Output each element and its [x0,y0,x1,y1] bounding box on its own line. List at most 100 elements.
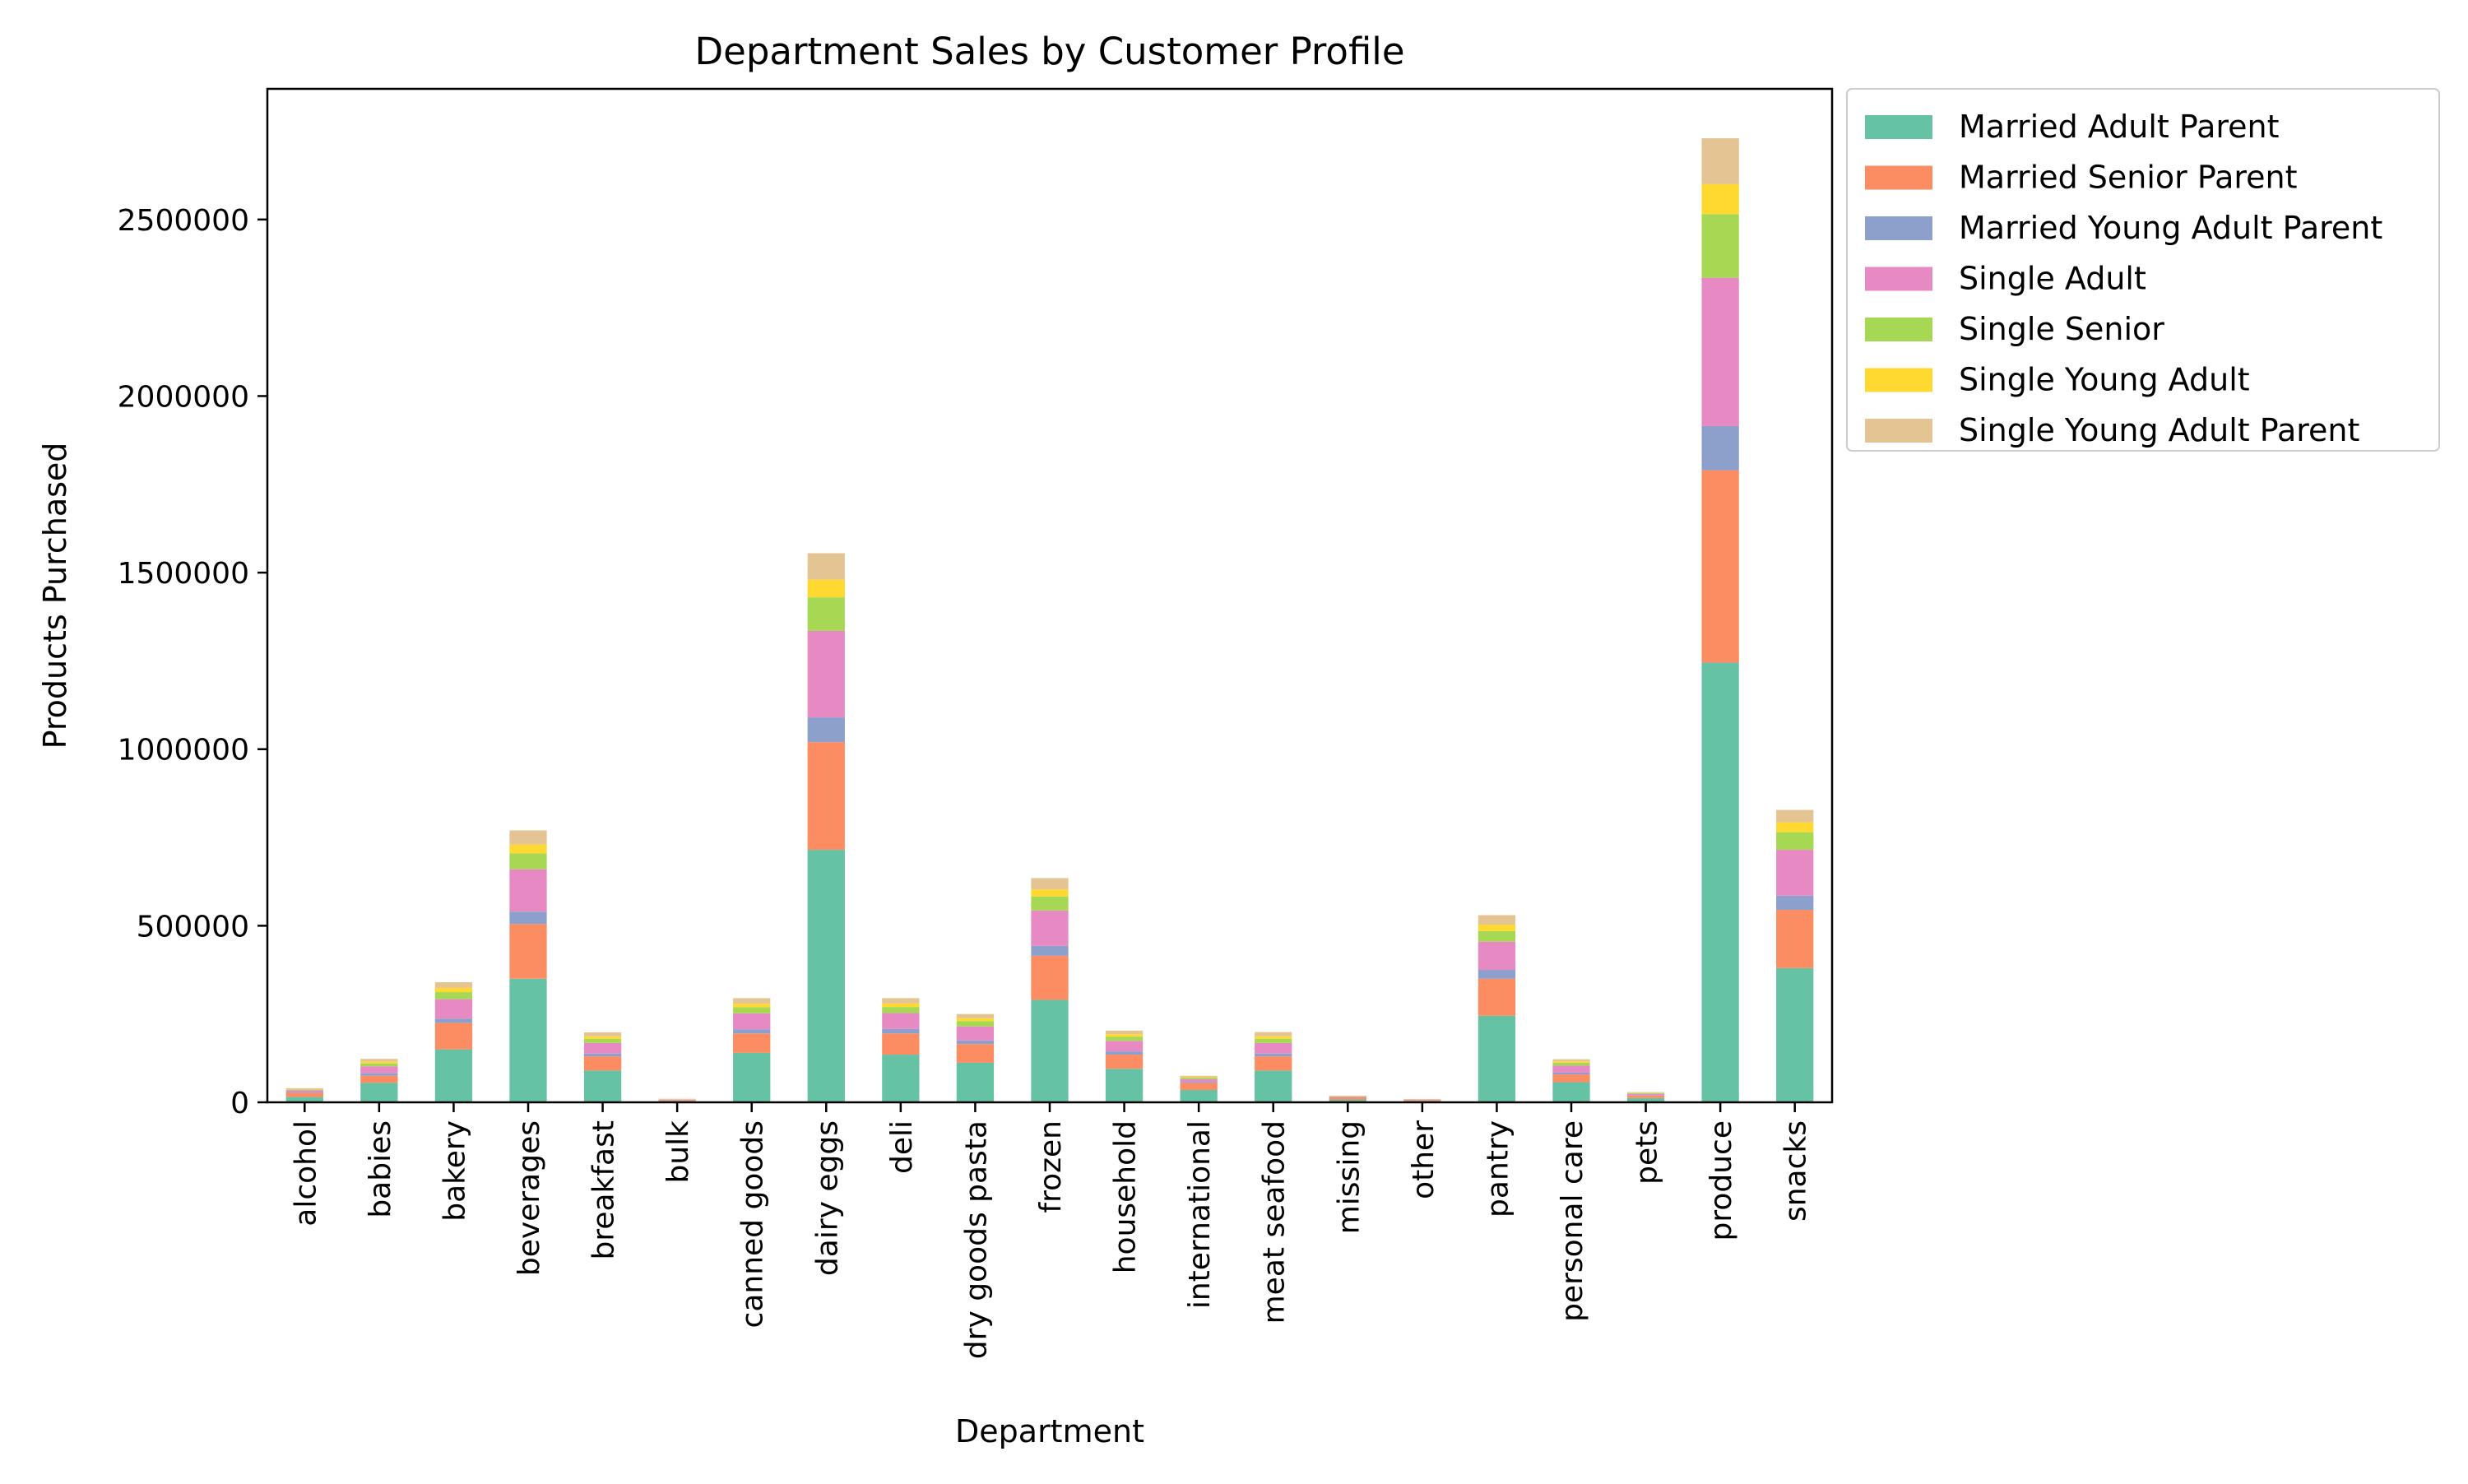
bar-segment-babies-single-young-adult [360,1062,397,1064]
bar-segment-snacks-single-young-adult-parent [1776,810,1813,823]
bar-segment-breakfast-single-adult [584,1043,621,1054]
bar-segment-meat-seafood-married-young-adult-parent [1255,1054,1292,1056]
bar-segment-dairy-eggs-married-senior-parent [808,742,845,850]
bar-segment-pantry-married-adult-parent [1478,1016,1515,1102]
bar-segment-dairy-eggs-single-senior [808,597,845,631]
bar-segment-pantry-married-senior-parent [1478,979,1515,1016]
bar-segment-produce-married-adult-parent [1702,663,1739,1102]
x-tick-label: personal care [1556,1120,1589,1322]
bar-segment-deli-married-adult-parent [882,1055,919,1102]
bar-segment-pantry-single-young-adult [1478,925,1515,931]
bar-segment-international-married-young-adult-parent [1181,1082,1218,1083]
bars-layer [286,138,1814,1102]
bar-segment-produce-single-young-adult-parent [1702,138,1739,184]
bar-segment-frozen-single-young-adult [1031,889,1068,897]
legend-label: Single Young Adult Parent [1959,412,2359,448]
bar-segment-breakfast-married-adult-parent [584,1070,621,1102]
x-tick-label: bakery [438,1120,471,1222]
bar-segment-babies-married-young-adult-parent [360,1074,397,1076]
bar-segment-international-single-adult [1181,1079,1218,1082]
bar-segment-household-married-adult-parent [1106,1069,1143,1102]
bar-segment-beverages-married-adult-parent [509,979,546,1102]
bar-segment-bakery-single-young-adult-parent [435,982,472,988]
bar-segment-personal-care-single-senior [1552,1063,1589,1065]
bar-segment-meat-seafood-married-senior-parent [1255,1056,1292,1070]
x-tick-label: missing [1332,1120,1366,1234]
bar-segment-personal-care-married-senior-parent [1552,1074,1589,1082]
bar-segment-frozen-single-young-adult-parent [1031,878,1068,889]
bar-segment-babies-single-adult [360,1066,397,1074]
x-tick-label: international [1183,1120,1217,1309]
bar-segment-breakfast-married-young-adult-parent [584,1054,621,1056]
bar-segment-babies-single-senior [360,1064,397,1066]
bar-segment-deli-single-senior [882,1007,919,1013]
x-tick-label: canned goods [736,1120,770,1328]
bar-segment-pantry-married-young-adult-parent [1478,970,1515,979]
bar-segment-dry-goods-pasta-single-senior [957,1021,994,1026]
bar-segment-other-single-adult [1403,1100,1440,1101]
bar-segment-beverages-single-young-adult [509,845,546,854]
bar-segment-pantry-single-adult [1478,942,1515,970]
y-tick-label: 2500000 [118,204,249,238]
bar-segment-breakfast-single-young-adult-parent [584,1032,621,1036]
bar-segment-international-single-young-adult [1181,1077,1218,1078]
bar-segment-produce-single-senior [1702,214,1739,277]
legend-swatch [1865,216,1932,240]
x-tick-label: alcohol [289,1120,322,1227]
bar-segment-bakery-married-young-adult-parent [435,1018,472,1023]
bar-segment-frozen-single-adult [1031,911,1068,946]
legend-label: Single Adult [1959,261,2146,297]
bar-segment-beverages-single-young-adult-parent [509,830,546,844]
legend-swatch [1865,318,1932,341]
bar-segment-household-single-senior [1106,1036,1143,1041]
bar-segment-frozen-married-young-adult-parent [1031,946,1068,956]
bar-segment-produce-married-young-adult-parent [1702,426,1739,471]
bar-segment-frozen-single-senior [1031,897,1068,911]
bar-segment-breakfast-married-senior-parent [584,1056,621,1070]
bar-segment-canned-goods-single-young-adult-parent [733,998,770,1004]
x-tick-label: other [1407,1120,1440,1199]
bar-segment-dairy-eggs-single-young-adult [808,580,845,597]
bar-segment-meat-seafood-single-young-adult [1255,1036,1292,1039]
y-tick-label: 0 [230,1087,249,1120]
x-tick-label: beverages [513,1120,546,1276]
bar-segment-personal-care-single-young-adult [1552,1061,1589,1063]
bar-segment-dry-goods-pasta-married-adult-parent [957,1063,994,1102]
bar-segment-babies-married-senior-parent [360,1076,397,1083]
bar-segment-dairy-eggs-married-adult-parent [808,850,845,1102]
bar-segment-produce-single-adult [1702,278,1739,426]
bar-segment-dry-goods-pasta-married-young-adult-parent [957,1041,994,1044]
bar-segment-international-single-young-adult-parent [1181,1076,1218,1077]
bar-segment-deli-married-young-adult-parent [882,1029,919,1034]
bar-segment-canned-goods-single-adult [733,1013,770,1029]
bar-segment-international-single-senior [1181,1078,1218,1079]
bar-segment-deli-single-young-adult-parent [882,998,919,1003]
bar-segment-pets-single-adult [1627,1094,1664,1096]
x-tick-label: deli [885,1120,919,1174]
bar-segment-snacks-single-adult [1776,850,1813,896]
legend-label: Married Senior Parent [1959,160,2298,196]
bar-segment-pets-single-senior [1627,1093,1664,1094]
bar-segment-dry-goods-pasta-married-senior-parent [957,1044,994,1063]
bar-segment-household-married-senior-parent [1106,1055,1143,1069]
bar-segment-babies-married-adult-parent [360,1083,397,1102]
bar-segment-personal-care-married-adult-parent [1552,1083,1589,1102]
bar-segment-dry-goods-pasta-single-young-adult [957,1018,994,1021]
bar-segment-frozen-married-senior-parent [1031,956,1068,1000]
bar-segment-alcohol-single-young-adult-parent [286,1088,323,1089]
x-tick-label: produce [1705,1120,1738,1241]
bar-segment-personal-care-single-young-adult-parent [1552,1060,1589,1062]
bar-segment-pantry-single-senior [1478,931,1515,942]
legend-swatch [1865,419,1932,443]
bar-segment-personal-care-married-young-adult-parent [1552,1073,1589,1074]
bar-segment-alcohol-single-senior [286,1090,323,1091]
x-tick-label: pets [1631,1120,1664,1185]
y-tick-label: 1500000 [118,557,249,591]
bar-segment-deli-married-senior-parent [882,1033,919,1055]
bar-segment-bakery-single-adult [435,999,472,1019]
x-tick-label: dairy eggs [810,1120,844,1276]
bar-segment-bakery-married-adult-parent [435,1050,472,1102]
bar-segment-household-single-young-adult [1106,1034,1143,1036]
